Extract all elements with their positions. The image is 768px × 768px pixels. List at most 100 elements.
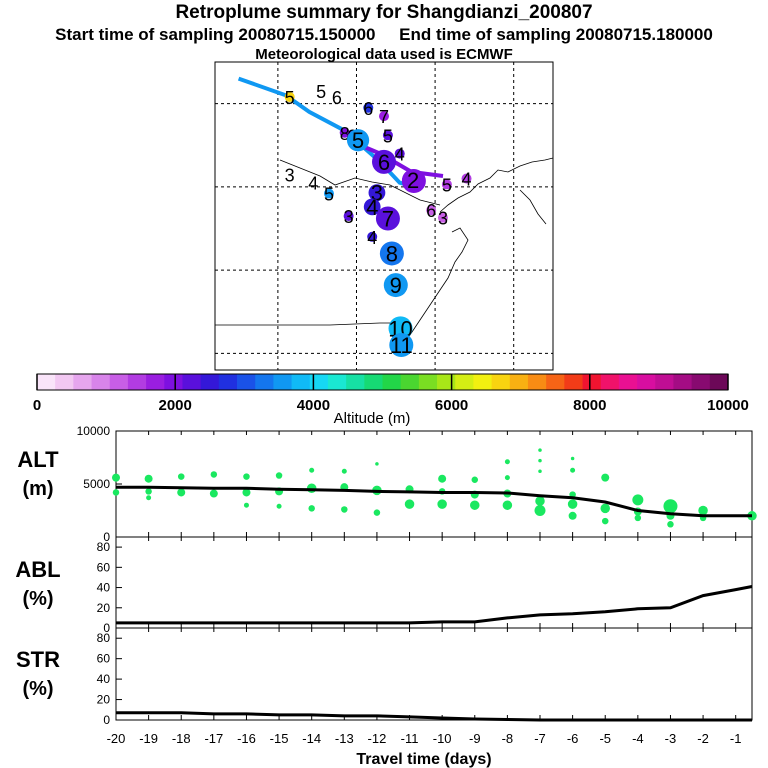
colorbar-swatch: [600, 374, 620, 390]
y-tick-label: 40: [97, 581, 111, 595]
altitude-point: [538, 469, 542, 474]
met-data-note: Meteorological data used is ECMWF: [255, 46, 513, 63]
map-trajectory-label: 8: [340, 124, 350, 144]
map-trajectory-label: 7: [379, 107, 389, 127]
map-trajectory-dot: [437, 212, 448, 223]
time-series-panels: ALT (m) 10000 5000 0 ABL (%) 80 60 40 20 0 STR (%) 80 6…: [15, 424, 757, 768]
map-trajectory-dot: [339, 127, 350, 138]
map-coastline: [215, 157, 554, 346]
map-trajectory-label: 5: [324, 185, 334, 205]
y-tick-label: 80: [97, 540, 111, 554]
map-trajectory-label: 5: [383, 126, 393, 146]
colorbar-swatch: [418, 374, 438, 390]
altitude-point: [567, 499, 578, 509]
colorbar-swatch: [691, 374, 711, 390]
map-trajectory-label: 3: [344, 207, 354, 227]
x-tick-label: -13: [335, 731, 354, 746]
y-tick-label: 0: [103, 621, 110, 635]
map-trajectory-label: 4: [395, 145, 405, 165]
colorbar-swatch: [237, 374, 256, 390]
colorbar-swatch: [673, 374, 693, 390]
map-trajectory-label: 6: [426, 201, 436, 221]
colorbar-swatch: [655, 374, 674, 390]
altitude-point: [538, 448, 542, 452]
y-tick-label: 60: [97, 652, 111, 666]
x-tick-label: -15: [270, 731, 289, 746]
x-tick-label: -12: [368, 731, 387, 746]
colorbar-swatch: [164, 374, 183, 390]
y-tick-label: 20: [97, 601, 111, 615]
altitude-point: [210, 471, 218, 478]
colorbar-tick-label: 10000: [707, 397, 749, 414]
altitude-point: [209, 489, 218, 498]
altitude-point: [309, 467, 315, 473]
colorbar-tick-label: 4000: [297, 397, 330, 414]
colorbar-swatch: [582, 374, 602, 390]
altitude-point: [502, 500, 513, 510]
panel-frame: [115, 536, 753, 629]
cluster-marker: [389, 333, 414, 358]
colorbar-swatch: [527, 374, 547, 390]
cluster-marker: [372, 149, 396, 174]
x-tick-label: -16: [237, 731, 256, 746]
cluster-marker: [375, 206, 400, 231]
map-trajectory-dot: [382, 130, 393, 141]
colorbar-swatch: [564, 374, 583, 390]
colorbar-swatch: [364, 374, 383, 390]
colorbar-swatch: [109, 374, 129, 390]
altitude-point: [667, 521, 674, 528]
map-trajectory-dot: [363, 102, 374, 113]
panel-ylabel: ALT: [17, 447, 59, 472]
colorbar-swatch: [182, 374, 202, 390]
cluster-label: 11: [390, 333, 413, 358]
altitude-point: [308, 505, 315, 512]
colorbar-swatch: [273, 374, 292, 390]
map-trajectory-dot: [284, 91, 295, 102]
altitude-point: [534, 505, 546, 516]
altitude-point: [438, 474, 447, 483]
cluster-marker: [383, 273, 408, 298]
colorbar-swatch: [218, 374, 238, 390]
map-trajectory-dot: [379, 111, 389, 122]
x-tick-label: -11: [401, 731, 419, 746]
x-tick-label: -2: [697, 731, 709, 746]
map-trajectory-dot: [394, 148, 405, 159]
altitude-point: [634, 514, 642, 522]
panel-frame: [115, 430, 753, 538]
colorbar-swatch: [455, 374, 474, 390]
altitude-point: [276, 503, 282, 509]
x-tick-label: -10: [433, 731, 452, 746]
cluster-label: 8: [386, 241, 398, 266]
map-trajectory-dot: [323, 188, 334, 199]
cluster-marker: [363, 198, 381, 216]
map-trajectory-dot: [343, 211, 354, 221]
panel-alt: ALT (m) 10000 5000 0: [17, 424, 757, 544]
altitude-point: [535, 496, 545, 506]
panel-ylabel: STR: [16, 647, 60, 672]
y-tick-label: 80: [97, 631, 111, 645]
map-trajectory-label: 4: [462, 170, 472, 190]
x-tick-label: -8: [502, 731, 514, 746]
colorbar-swatch: [618, 374, 638, 390]
x-tick-label: -9: [469, 731, 481, 746]
cluster-marker: [401, 169, 425, 192]
colorbar-swatch: [546, 374, 565, 390]
colorbar-swatch: [291, 374, 311, 390]
altitude-point: [601, 517, 609, 525]
x-tick-label: -17: [204, 731, 223, 746]
x-tick-label: -4: [632, 731, 644, 746]
altitude-point: [341, 506, 348, 513]
y-tick-label: 60: [97, 560, 111, 574]
altitude-point: [243, 473, 250, 480]
altitude-point: [177, 473, 185, 480]
altitude-point: [243, 502, 249, 508]
x-tick-label: -1: [730, 731, 742, 746]
x-tick-label: -19: [139, 731, 158, 746]
altitude-point: [341, 468, 347, 474]
x-tick-label: -7: [534, 731, 546, 746]
colorbar-swatch: [509, 374, 529, 390]
x-tick-label: -14: [302, 731, 321, 746]
altitude-point: [242, 488, 251, 497]
series-line: [116, 585, 753, 625]
